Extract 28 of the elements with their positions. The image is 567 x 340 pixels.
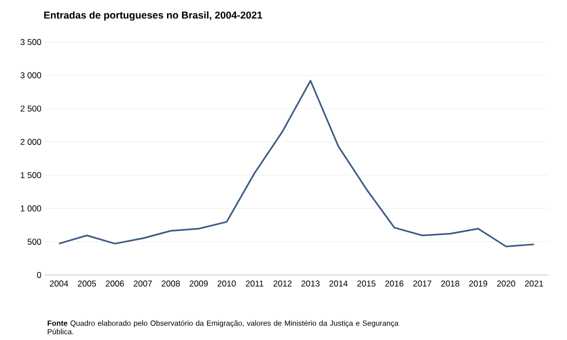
y-tick-label: 3 500 [20,38,42,45]
chart-title: Entradas de portugueses no Brasil, 2004-2021 [44,11,262,21]
x-tick-label: 2010 [218,280,236,287]
x-tick-label: 2012 [274,280,292,287]
x-tick-label: 2011 [246,280,264,287]
x-tick-label: 2019 [469,280,488,287]
x-tick-label: 2008 [162,280,180,287]
x-tick-label: 2014 [329,280,348,287]
y-tick-label: 2 000 [20,138,42,145]
x-tick-label: 2005 [78,280,96,287]
x-tick-label: 2013 [301,280,320,287]
x-tick-label: 2007 [134,280,152,287]
x-tick-label: 2020 [497,280,516,287]
x-tick-label: 2016 [385,280,404,287]
y-tick-label: 3 000 [20,72,42,78]
y-tick-label: 500 [28,238,42,245]
line-series [58,80,535,248]
x-tick-label: 2009 [190,280,208,287]
y-tick-label: 1 000 [20,205,42,212]
x-tick-label: 2006 [106,280,124,287]
y-tick-label: 2 500 [20,106,42,112]
x-tick-label: 2015 [357,280,376,287]
y-tick-label: 1 500 [20,172,42,178]
x-tick-label: 2018 [441,280,460,287]
x-tick-label: 2004 [50,280,68,287]
x-tick-label: 2017 [413,280,432,287]
y-tick-label: 0 [37,272,42,278]
x-tick-label: 2021 [525,280,544,287]
